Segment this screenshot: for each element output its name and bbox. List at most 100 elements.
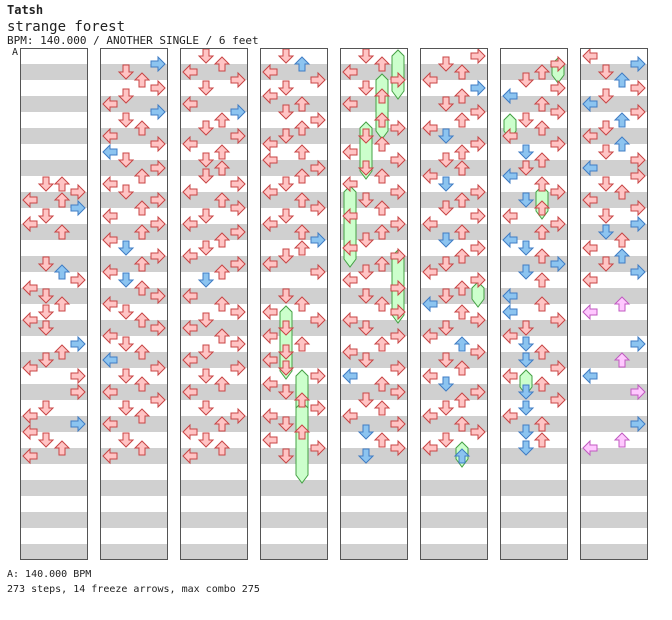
arrow-left-icon [262,351,278,369]
arrow-left-icon [22,191,38,209]
arrow-down-icon [37,432,55,448]
arrow-right-icon [390,327,406,345]
beat-band [341,288,407,304]
beat-band [261,288,327,304]
beat-band [581,224,647,240]
arrow-right-icon [390,439,406,457]
beat-band [21,256,87,272]
arrow-down-icon [517,424,535,440]
beat-band [261,96,327,112]
arrow-up-icon [293,240,311,256]
arrow-down-icon [197,80,215,96]
arrow-down-icon [437,256,455,272]
arrow-right-icon [550,391,566,409]
arrow-right-icon [150,159,166,177]
beat-band [421,352,487,368]
arrow-left-icon [422,263,438,281]
arrow-left-icon [102,447,118,465]
arrow-down-icon [277,208,295,224]
arrow-down-icon [197,168,215,184]
beat-band [261,128,327,144]
arrow-right-icon [470,311,486,329]
arrow-down-icon [117,112,135,128]
arrow-right-icon [390,415,406,433]
beat-band [501,128,567,144]
chart-column-border [20,48,88,560]
arrow-left-icon [22,423,38,441]
arrow-up-icon [533,64,551,80]
arrow-down-icon [437,352,455,368]
arrow-left-icon [102,207,118,225]
beat-band [421,128,487,144]
arrow-down-icon [117,64,135,80]
arrow-right-icon [470,183,486,201]
beat-band [341,480,407,496]
arrow-right-icon [470,239,486,257]
beat-band [181,416,247,432]
arrow-up-icon [133,312,151,328]
arrow-up-icon [133,168,151,184]
arrow-down-icon [357,160,375,176]
arrow-left-icon [502,407,518,425]
arrow-right-icon [230,103,246,121]
arrow-down-icon [517,240,535,256]
arrow-up-icon [213,144,231,160]
arrow-right-icon [310,399,326,417]
arrow-right-icon [310,439,326,457]
arrow-down-icon [437,128,455,144]
arrow-up-icon [293,96,311,112]
arrow-right-icon [550,103,566,121]
beat-band [421,544,487,560]
beat-band [21,64,87,80]
arrow-down-icon [597,224,615,240]
beat-band [341,160,407,176]
beat-band [261,224,327,240]
arrow-down-icon [277,80,295,96]
beat-band [501,160,567,176]
beat-band [21,320,87,336]
beat-band [261,64,327,80]
song-title: strange forest [7,19,126,35]
beat-band [21,512,87,528]
arrow-down-icon [357,128,375,144]
arrow-right-icon [70,367,86,385]
beat-band [101,224,167,240]
arrow-left-icon [502,287,518,305]
chart-info: BPM: 140.000 / ANOTHER SINGLE / 6 feet [7,34,259,47]
arrow-up-icon [373,376,391,392]
beat-band [341,192,407,208]
arrow-up-icon [613,296,631,312]
arrow-down-icon [517,440,535,456]
arrow-up-icon [533,120,551,136]
arrow-up-icon [533,272,551,288]
arrow-left-icon [342,175,358,193]
arrow-right-icon [630,79,646,97]
beat-band [261,480,327,496]
arrow-up-icon [373,400,391,416]
beat-band [21,352,87,368]
arrow-down-icon [117,432,135,448]
beat-band [341,544,407,560]
arrow-left-icon [22,215,38,233]
arrow-up-icon [453,144,471,160]
arrow-left-icon [422,295,438,313]
beat-band [261,160,327,176]
arrow-right-icon [230,199,246,217]
beat-band [421,160,487,176]
arrow-left-icon [102,415,118,433]
arrow-up-icon [293,296,311,312]
arrow-down-icon [517,192,535,208]
arrow-down-icon [197,208,215,224]
beat-band [181,224,247,240]
arrow-left-icon [262,431,278,449]
freeze-arrow [295,401,309,484]
beat-band [181,480,247,496]
arrow-right-icon [150,79,166,97]
arrow-left-icon [102,295,118,313]
arrow-up-icon [213,56,231,72]
arrow-right-icon [230,223,246,241]
arrow-right-icon [550,79,566,97]
arrow-right-icon [230,407,246,425]
beat-band [421,416,487,432]
